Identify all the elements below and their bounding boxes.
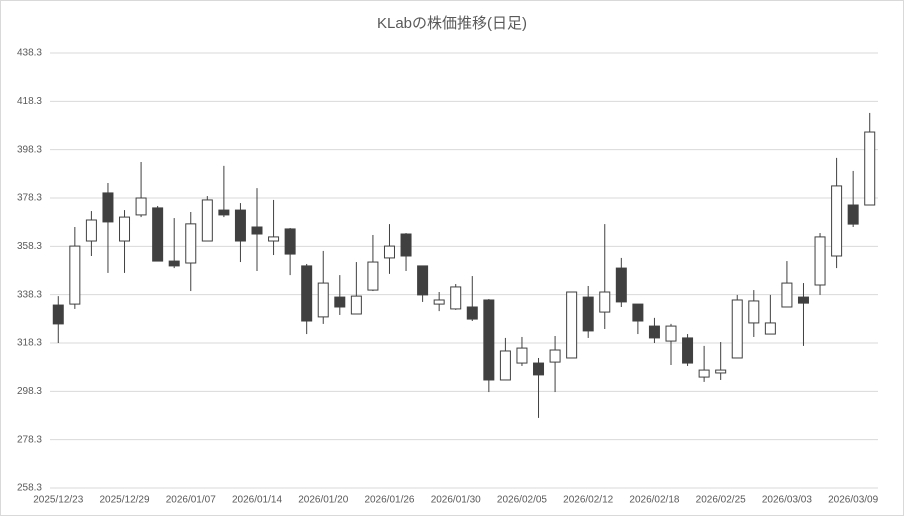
candle-body <box>499 350 511 381</box>
x-tick-label: 2026/02/18 <box>629 495 679 506</box>
candle-body <box>847 204 859 225</box>
candle-body <box>52 304 64 325</box>
candle-body <box>764 322 776 335</box>
candle-body <box>383 245 395 259</box>
candle-body <box>201 199 213 242</box>
candle-body <box>731 299 743 359</box>
x-tick-label: 2026/02/12 <box>563 495 613 506</box>
y-tick-label: 278.3 <box>17 434 42 445</box>
x-tick-label: 2026/03/03 <box>762 495 812 506</box>
candle-body <box>599 291 611 313</box>
candle-body <box>483 299 495 381</box>
candle-body <box>814 236 826 286</box>
candle-body <box>334 296 346 308</box>
x-tick-label: 2026/01/26 <box>364 495 414 506</box>
candle-body <box>301 265 313 322</box>
candle-body <box>234 209 246 242</box>
candle-body <box>168 260 180 267</box>
y-tick-label: 398.3 <box>17 144 42 155</box>
y-tick-label: 298.3 <box>17 386 42 397</box>
x-tick-label: 2026/02/25 <box>696 495 746 506</box>
x-tick-label: 2026/01/14 <box>232 495 282 506</box>
candle-body <box>566 291 578 359</box>
candle-body <box>615 267 627 303</box>
candle-body <box>218 209 230 216</box>
candle-body <box>466 306 478 320</box>
candle-body <box>251 226 263 235</box>
y-tick-label: 338.3 <box>17 289 42 300</box>
candle-body <box>85 219 97 242</box>
y-tick-label: 418.3 <box>17 96 42 107</box>
candle-body <box>433 299 445 305</box>
y-tick-label: 378.3 <box>17 193 42 204</box>
candle-body <box>781 282 793 308</box>
candle-body <box>400 233 412 257</box>
chart-title: KLabの株価推移(日足) <box>377 15 527 32</box>
candle-body <box>317 282 329 318</box>
y-tick-label: 438.3 <box>17 48 42 59</box>
candle-body <box>748 300 760 324</box>
x-tick-label: 2026/01/20 <box>298 495 348 506</box>
x-tick-label: 2025/12/29 <box>99 495 149 506</box>
candle-body <box>152 207 164 262</box>
candle-body <box>533 362 545 376</box>
candle-body <box>864 131 876 206</box>
candle-body <box>698 369 710 378</box>
x-tick-label: 2026/01/07 <box>166 495 216 506</box>
candle-body <box>516 347 528 364</box>
y-tick-label: 358.3 <box>17 241 42 252</box>
candle-body <box>135 197 147 216</box>
candle-body <box>665 325 677 342</box>
candle-body <box>69 245 81 305</box>
candle-body <box>119 216 131 242</box>
candle-body <box>268 236 280 242</box>
y-tick-label: 318.3 <box>17 338 42 349</box>
candle-body <box>648 325 660 339</box>
candle-body <box>185 223 197 264</box>
candle-body <box>367 261 379 291</box>
x-tick-label: 2026/03/09 <box>828 495 878 506</box>
candle-body <box>797 296 809 304</box>
x-tick-label: 2026/01/30 <box>431 495 481 506</box>
candle-body <box>350 295 362 315</box>
x-tick-label: 2025/12/23 <box>33 495 83 506</box>
candle-body <box>450 286 462 310</box>
candle-body <box>715 369 727 374</box>
y-tick-label: 258.3 <box>17 483 42 494</box>
candle-body <box>582 296 594 332</box>
candle-body <box>417 265 429 296</box>
candle-body <box>284 228 296 255</box>
candle-body <box>632 303 644 322</box>
candle-body <box>831 185 843 257</box>
candle-body <box>549 349 561 363</box>
x-tick-label: 2026/02/05 <box>497 495 547 506</box>
candle-body <box>102 192 114 223</box>
candle-body <box>682 337 694 364</box>
